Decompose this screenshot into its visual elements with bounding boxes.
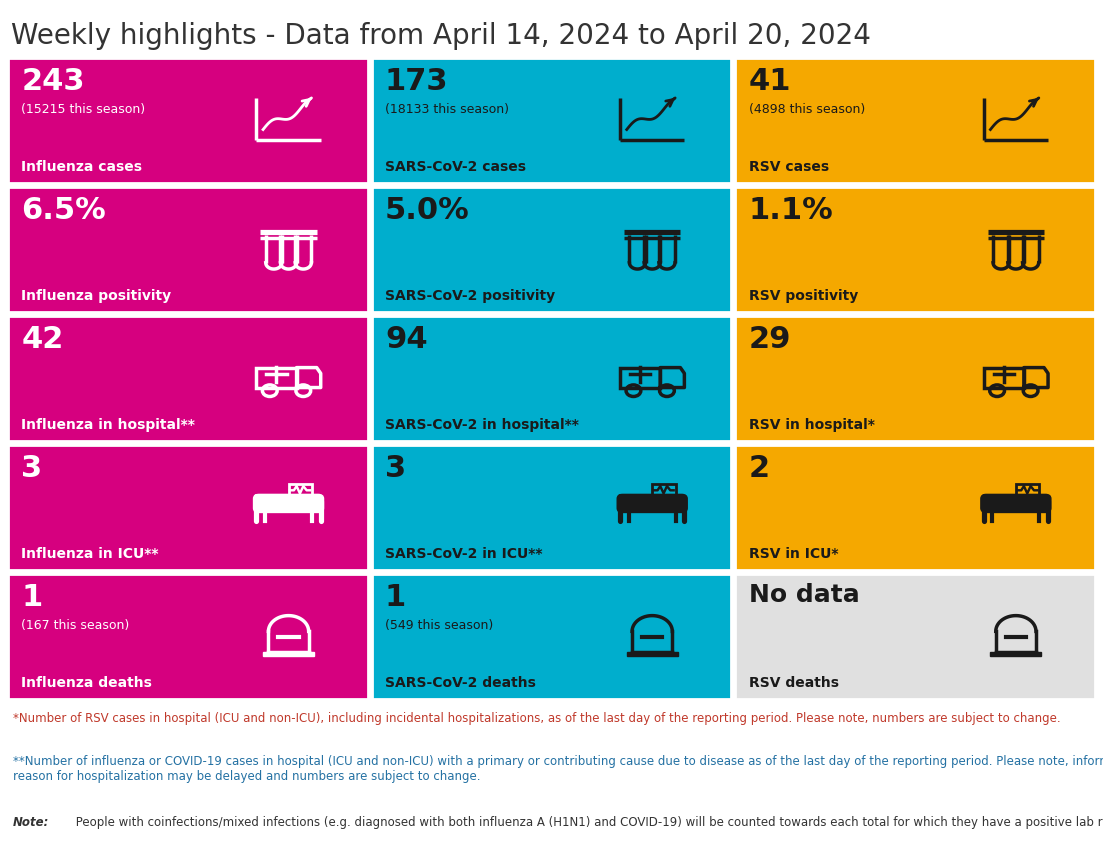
Bar: [264, 652, 314, 656]
Text: (18133 this season): (18133 this season): [385, 103, 508, 116]
Text: 3: 3: [21, 454, 42, 483]
Bar: [8, 445, 367, 570]
Text: (15215 this season): (15215 this season): [21, 103, 146, 116]
Text: 1: 1: [385, 582, 406, 612]
Text: SARS-CoV-2 in ICU**: SARS-CoV-2 in ICU**: [385, 548, 543, 562]
Bar: [8, 187, 367, 312]
Text: Influenza deaths: Influenza deaths: [21, 677, 152, 690]
Text: Note:: Note:: [13, 816, 50, 829]
Text: RSV cases: RSV cases: [749, 161, 828, 175]
Bar: [736, 187, 1095, 312]
Text: RSV in ICU*: RSV in ICU*: [749, 548, 838, 562]
Bar: [736, 58, 1095, 183]
Bar: [372, 316, 731, 441]
Bar: [372, 574, 731, 699]
FancyBboxPatch shape: [983, 496, 1002, 507]
Text: SARS-CoV-2 in hospital**: SARS-CoV-2 in hospital**: [385, 418, 579, 432]
Bar: [8, 574, 367, 699]
Bar: [372, 187, 731, 312]
Text: Influenza in ICU**: Influenza in ICU**: [21, 548, 159, 562]
Text: 243: 243: [21, 67, 85, 96]
Text: SARS-CoV-2 cases: SARS-CoV-2 cases: [385, 161, 526, 175]
Text: **Number of influenza or COVID-19 cases in hospital (ICU and non-ICU) with a pri: **Number of influenza or COVID-19 cases …: [13, 755, 1103, 783]
FancyBboxPatch shape: [618, 494, 687, 512]
Bar: [990, 652, 1041, 656]
FancyBboxPatch shape: [254, 494, 323, 512]
Text: 1: 1: [21, 582, 43, 612]
Text: RSV deaths: RSV deaths: [749, 677, 838, 690]
Text: *Number of RSV cases in hospital (ICU and non-ICU), including incidental hospita: *Number of RSV cases in hospital (ICU an…: [13, 712, 1061, 725]
Text: (167 this season): (167 this season): [21, 619, 129, 632]
Text: No data: No data: [749, 582, 859, 607]
Text: Influenza positivity: Influenza positivity: [21, 289, 171, 303]
FancyBboxPatch shape: [620, 496, 639, 507]
Text: SARS-CoV-2 positivity: SARS-CoV-2 positivity: [385, 289, 555, 303]
Bar: [372, 58, 731, 183]
Text: RSV in hospital*: RSV in hospital*: [749, 418, 875, 432]
Text: 5.0%: 5.0%: [385, 195, 470, 225]
FancyBboxPatch shape: [256, 496, 275, 507]
FancyBboxPatch shape: [981, 494, 1051, 512]
Text: Influenza in hospital**: Influenza in hospital**: [21, 418, 195, 432]
Text: SARS-CoV-2 deaths: SARS-CoV-2 deaths: [385, 677, 536, 690]
Bar: [372, 445, 731, 570]
Text: 2: 2: [749, 454, 770, 483]
Text: 94: 94: [385, 325, 428, 353]
Bar: [736, 445, 1095, 570]
Text: (4898 this season): (4898 this season): [749, 103, 865, 116]
Text: 41: 41: [749, 67, 791, 96]
Bar: [627, 652, 677, 656]
Bar: [736, 316, 1095, 441]
Text: RSV positivity: RSV positivity: [749, 289, 858, 303]
Bar: [8, 316, 367, 441]
Text: 3: 3: [385, 454, 406, 483]
Text: 42: 42: [21, 325, 64, 353]
Text: People with coinfections/mixed infections (e.g. diagnosed with both influenza A : People with coinfections/mixed infection…: [72, 816, 1103, 829]
Text: 173: 173: [385, 67, 449, 96]
Text: 6.5%: 6.5%: [21, 195, 106, 225]
Text: (549 this season): (549 this season): [385, 619, 493, 632]
Text: 1.1%: 1.1%: [749, 195, 834, 225]
Text: Weekly highlights - Data from April 14, 2024 to April 20, 2024: Weekly highlights - Data from April 14, …: [11, 22, 871, 49]
Text: Influenza cases: Influenza cases: [21, 161, 142, 175]
Bar: [736, 574, 1095, 699]
Bar: [8, 58, 367, 183]
Text: 29: 29: [749, 325, 791, 353]
